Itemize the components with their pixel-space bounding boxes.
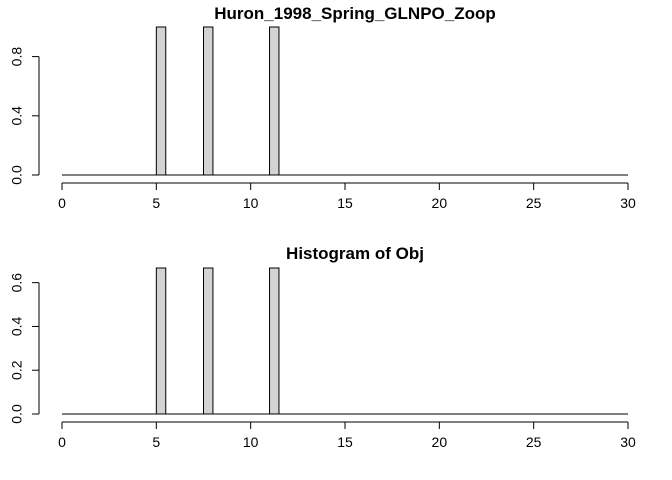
x-tick-label: 20 bbox=[432, 434, 448, 450]
y-tick-label: 0.4 bbox=[9, 317, 25, 337]
x-tick-label: 30 bbox=[620, 434, 636, 450]
y-tick-label: 0.6 bbox=[9, 273, 25, 293]
x-tick-label: 5 bbox=[152, 434, 160, 450]
histogram-bar-2 bbox=[269, 26, 280, 176]
x-tick-label: 20 bbox=[432, 195, 448, 211]
x-tick-label: 10 bbox=[243, 434, 259, 450]
histogram-bar-0 bbox=[155, 26, 167, 176]
histogram-bar-2 bbox=[269, 267, 280, 415]
y-tick-label: 0.4 bbox=[9, 106, 25, 126]
y-tick-label: 0.0 bbox=[9, 404, 25, 424]
histogram-bar-0 bbox=[155, 267, 167, 415]
chart-title: Histogram of Obj bbox=[286, 244, 424, 263]
histogram-bar-1 bbox=[203, 26, 214, 176]
x-tick-label: 0 bbox=[58, 434, 66, 450]
chart-title: Huron_1998_Spring_GLNPO_Zoop bbox=[214, 4, 496, 23]
top-histogram-panel: Huron_1998_Spring_GLNPO_Zoop 0 5 10 15 20 25 30… bbox=[9, 4, 636, 211]
x-tick-label: 15 bbox=[337, 195, 353, 211]
x-tick-label: 0 bbox=[58, 195, 66, 211]
x-tick-label: 15 bbox=[337, 434, 353, 450]
y-tick-label: 0.2 bbox=[9, 360, 25, 380]
x-tick-label: 30 bbox=[620, 195, 636, 211]
y-tick-label: 0.8 bbox=[9, 47, 25, 67]
bottom-histogram-panel: Histogram of Obj 0 5 10 15 20 25 30 0.0 0.2 0.4 0.6 bbox=[9, 244, 636, 450]
x-tick-label: 10 bbox=[243, 195, 259, 211]
x-tick-label: 5 bbox=[152, 195, 160, 211]
x-tick-label: 25 bbox=[526, 434, 542, 450]
x-tick-label: 25 bbox=[526, 195, 542, 211]
y-tick-label: 0.0 bbox=[9, 165, 25, 185]
histogram-bar-1 bbox=[203, 267, 214, 415]
